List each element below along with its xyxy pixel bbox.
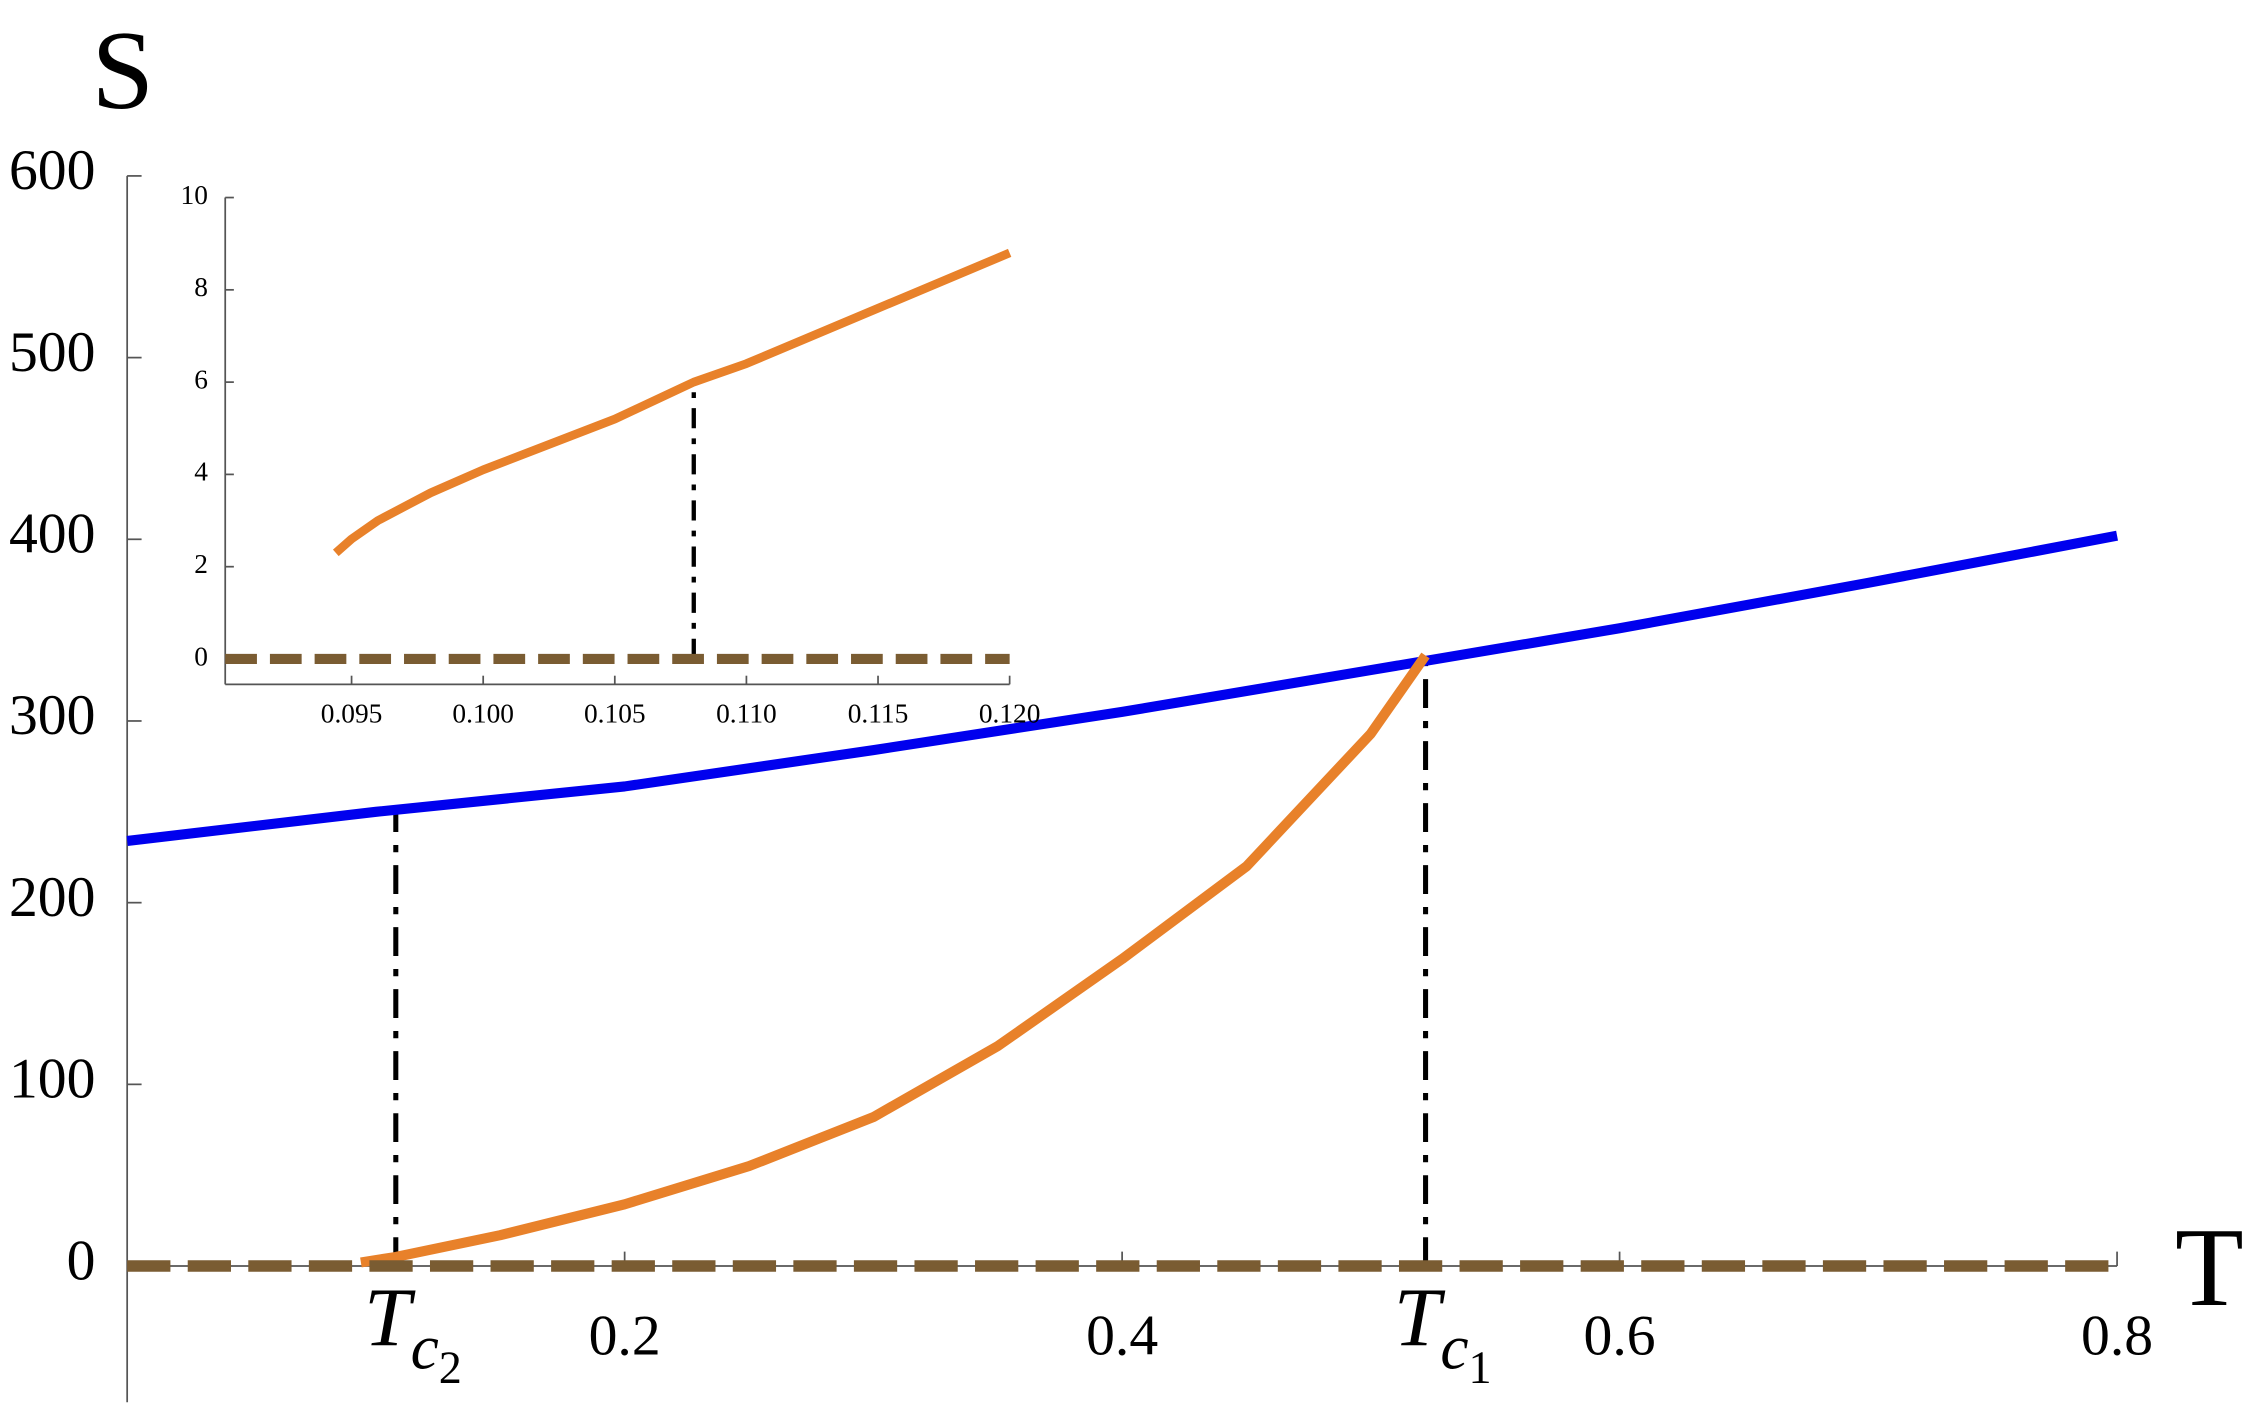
critical-label-main: T — [364, 1271, 416, 1364]
x-tick-label: 0.6 — [1584, 1304, 1656, 1367]
x-tick-label: 0.095 — [321, 698, 383, 728]
x-tick-label: 0.105 — [584, 698, 646, 728]
y-tick-label: 400 — [9, 503, 95, 566]
y-tick-label: 0 — [67, 1229, 96, 1292]
critical-label-sub: c — [411, 1311, 439, 1382]
critical-label-subsub: 2 — [439, 1342, 462, 1393]
x-tick-label: 0.110 — [716, 698, 777, 728]
critical-label-main: T — [1394, 1271, 1446, 1364]
x-tick-label: 0.115 — [848, 698, 909, 728]
critical-label: Tc1 — [1394, 1271, 1492, 1392]
y-tick-label: 4 — [194, 457, 208, 487]
x-tick-label: 0.8 — [2081, 1304, 2153, 1367]
y-tick-label: 2 — [194, 549, 208, 579]
y-tick-label: 600 — [9, 139, 95, 202]
x-tick-label: 0.120 — [979, 698, 1041, 728]
series-line — [332, 248, 1012, 557]
y-tick-label: 300 — [9, 684, 95, 747]
x-tick-label: 0.2 — [589, 1304, 661, 1367]
y-tick-label: 10 — [181, 180, 208, 210]
y-tick-label: 0 — [194, 641, 208, 671]
critical-label-sub: c — [1440, 1311, 1468, 1382]
x-tick-label: 0.4 — [1086, 1304, 1158, 1367]
y-tick-label: 200 — [9, 866, 95, 929]
series-line — [126, 530, 2119, 846]
critical-label-subsub: 1 — [1469, 1342, 1492, 1393]
x-tick-label: 0.100 — [452, 698, 514, 728]
y-tick-label: 100 — [9, 1048, 95, 1111]
y-tick-label: 8 — [194, 272, 208, 302]
y-tick-label: 6 — [194, 364, 208, 394]
x-axis-label: T — [2175, 1206, 2244, 1330]
y-tick-label: 500 — [9, 321, 95, 384]
series-line — [360, 652, 1430, 1268]
critical-label: Tc2 — [364, 1271, 462, 1392]
y-axis-label: S — [92, 9, 155, 133]
